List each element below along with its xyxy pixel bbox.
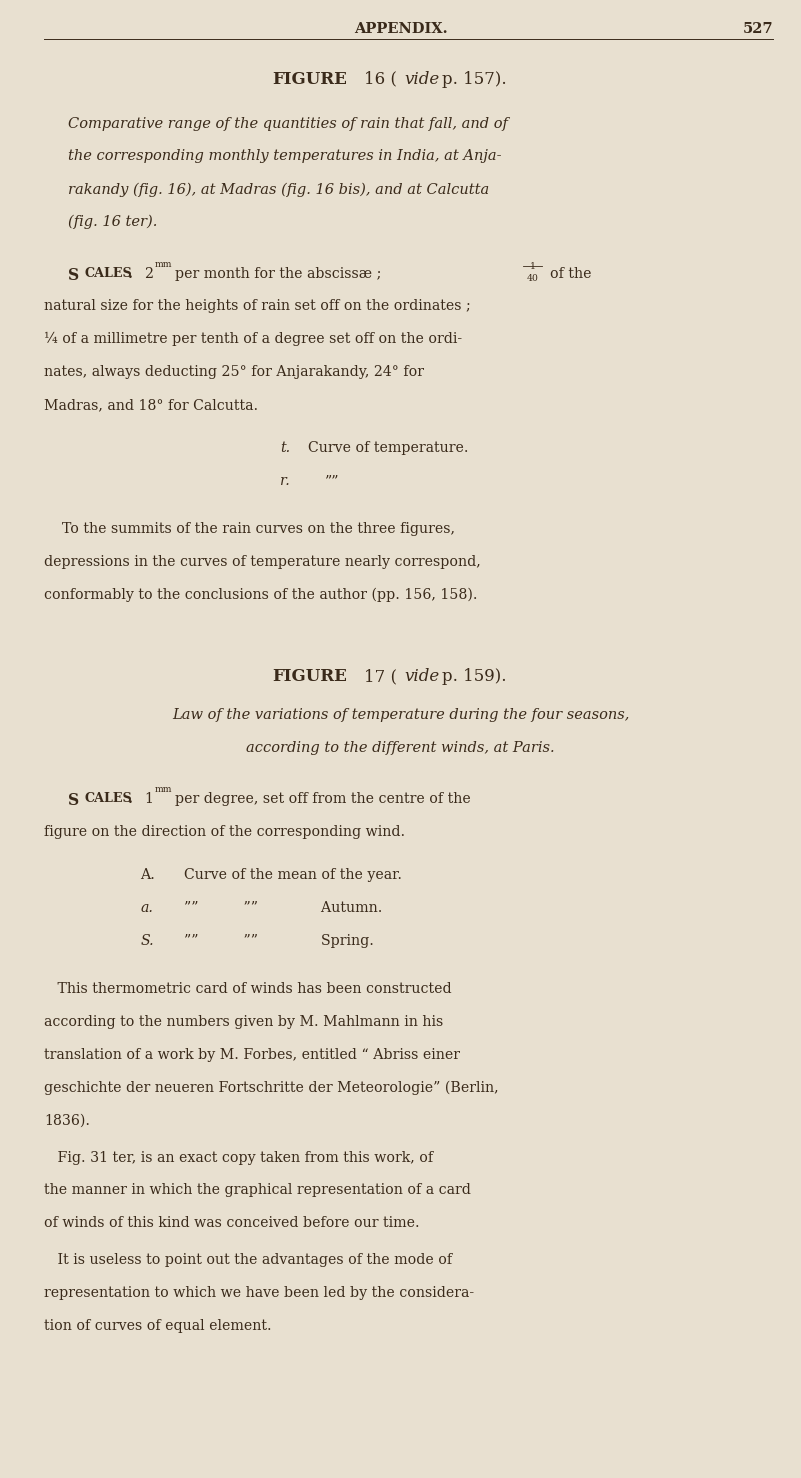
Text: t.: t. bbox=[280, 440, 291, 455]
Text: vide: vide bbox=[405, 668, 440, 684]
Text: S: S bbox=[68, 792, 79, 810]
Text: ¼ of a millimetre per tenth of a degree set off on the ordi-: ¼ of a millimetre per tenth of a degree … bbox=[44, 333, 462, 346]
Text: the corresponding monthly temperatures in India, at Anja-: the corresponding monthly temperatures i… bbox=[68, 149, 501, 163]
Text: nates, always deducting 25° for Anjarakandy, 24° for: nates, always deducting 25° for Anjaraka… bbox=[44, 365, 424, 378]
Text: depressions in the curves of temperature nearly correspond,: depressions in the curves of temperature… bbox=[44, 554, 481, 569]
Text: S.: S. bbox=[140, 934, 154, 947]
Text: 1: 1 bbox=[144, 792, 153, 807]
Text: r.: r. bbox=[280, 474, 290, 488]
Text: ””          ””              Spring.: ”” ”” Spring. bbox=[184, 934, 374, 947]
Text: To the summits of the rain curves on the three figures,: To the summits of the rain curves on the… bbox=[44, 522, 455, 537]
Text: Curve of temperature.: Curve of temperature. bbox=[308, 440, 469, 455]
Text: 527: 527 bbox=[743, 22, 773, 35]
Text: the manner in which the graphical representation of a card: the manner in which the graphical repres… bbox=[44, 1184, 471, 1197]
Text: mm: mm bbox=[155, 785, 172, 794]
Text: 1: 1 bbox=[529, 262, 536, 270]
Text: A.: A. bbox=[140, 868, 155, 882]
Text: of the: of the bbox=[550, 266, 592, 281]
Text: Comparative range of the quantities of rain that fall, and of: Comparative range of the quantities of r… bbox=[68, 117, 508, 130]
Text: ””          ””              Autumn.: ”” ”” Autumn. bbox=[184, 902, 383, 915]
Text: 16 (: 16 ( bbox=[364, 71, 397, 87]
Text: .: . bbox=[128, 792, 133, 807]
Text: Madras, and 18° for Calcutta.: Madras, and 18° for Calcutta. bbox=[44, 398, 258, 412]
Text: ””: ”” bbox=[324, 474, 339, 488]
Text: natural size for the heights of rain set off on the ordinates ;: natural size for the heights of rain set… bbox=[44, 300, 471, 313]
Text: according to the different winds, at Paris.: according to the different winds, at Par… bbox=[246, 740, 555, 755]
Text: S: S bbox=[68, 266, 79, 284]
Text: tion of curves of equal element.: tion of curves of equal element. bbox=[44, 1318, 272, 1333]
Text: .: . bbox=[128, 266, 133, 281]
Text: APPENDIX.: APPENDIX. bbox=[354, 22, 447, 35]
Text: per month for the abscissæ ;: per month for the abscissæ ; bbox=[175, 266, 381, 281]
Text: conformably to the conclusions of the author (pp. 156, 158).: conformably to the conclusions of the au… bbox=[44, 588, 477, 602]
Text: per degree, set off from the centre of the: per degree, set off from the centre of t… bbox=[175, 792, 470, 807]
Text: (fig. 16 ter).: (fig. 16 ter). bbox=[68, 214, 158, 229]
Text: translation of a work by M. Forbes, entitled “ Abriss einer: translation of a work by M. Forbes, enti… bbox=[44, 1048, 460, 1061]
Text: Curve of the mean of the year.: Curve of the mean of the year. bbox=[184, 868, 402, 882]
Text: This thermometric card of winds has been constructed: This thermometric card of winds has been… bbox=[44, 983, 452, 996]
Text: 17 (: 17 ( bbox=[364, 668, 397, 684]
Text: geschichte der neueren Fortschritte der Meteorologie” (Berlin,: geschichte der neueren Fortschritte der … bbox=[44, 1080, 499, 1095]
Text: p. 159).: p. 159). bbox=[442, 668, 507, 684]
Text: It is useless to point out the advantages of the mode of: It is useless to point out the advantage… bbox=[44, 1253, 453, 1267]
Text: FIGURE: FIGURE bbox=[272, 668, 347, 684]
Text: FIGURE: FIGURE bbox=[272, 71, 347, 87]
Text: 1836).: 1836). bbox=[44, 1113, 90, 1128]
Text: rakandy (fig. 16), at Madras (fig. 16 bis), and at Calcutta: rakandy (fig. 16), at Madras (fig. 16 bi… bbox=[68, 182, 489, 197]
Text: vide: vide bbox=[405, 71, 440, 87]
Text: Law of the variations of temperature during the four seasons,: Law of the variations of temperature dur… bbox=[171, 708, 630, 721]
Text: 2: 2 bbox=[144, 266, 153, 281]
Text: CALES: CALES bbox=[84, 266, 132, 279]
Text: mm: mm bbox=[155, 260, 172, 269]
Text: CALES: CALES bbox=[84, 792, 132, 806]
Text: 40: 40 bbox=[527, 275, 538, 284]
Text: figure on the direction of the corresponding wind.: figure on the direction of the correspon… bbox=[44, 825, 405, 840]
Text: according to the numbers given by M. Mahlmann in his: according to the numbers given by M. Mah… bbox=[44, 1015, 443, 1029]
Text: of winds of this kind was conceived before our time.: of winds of this kind was conceived befo… bbox=[44, 1216, 420, 1230]
Text: representation to which we have been led by the considera-: representation to which we have been led… bbox=[44, 1286, 474, 1301]
Text: Fig. 31 ter, is an exact copy taken from this work, of: Fig. 31 ter, is an exact copy taken from… bbox=[44, 1150, 433, 1165]
Text: a.: a. bbox=[140, 902, 153, 915]
Text: p. 157).: p. 157). bbox=[442, 71, 507, 87]
